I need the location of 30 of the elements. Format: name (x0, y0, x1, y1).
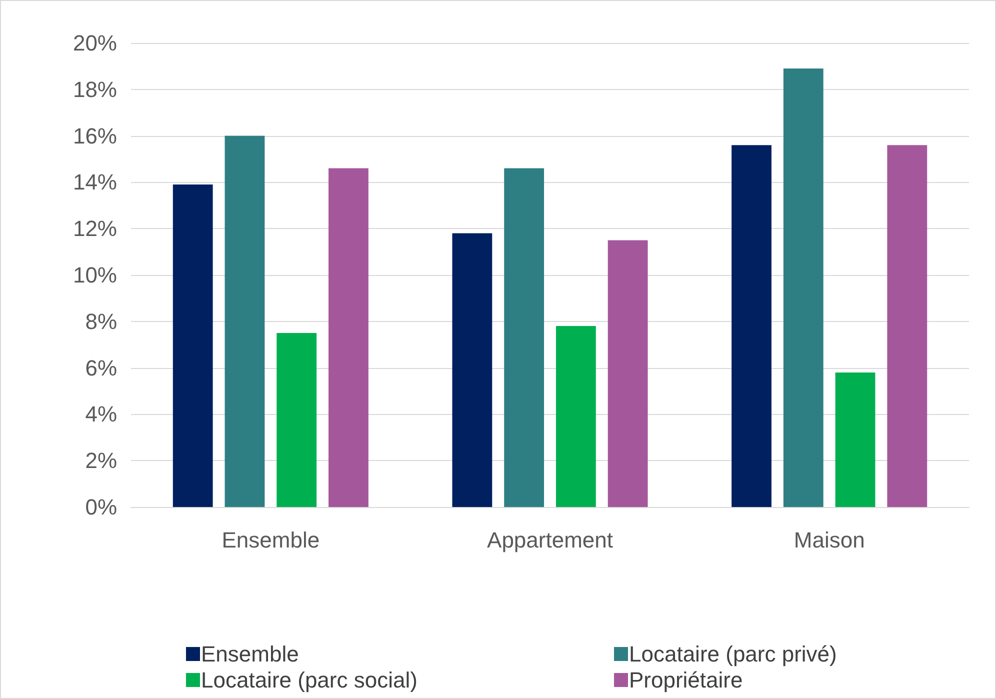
bar (732, 145, 772, 507)
bar (556, 326, 596, 507)
legend-label: Propriétaire (629, 668, 743, 692)
bar (328, 168, 368, 507)
y-tick-label: 6% (85, 355, 117, 380)
bar (172, 184, 213, 507)
y-tick-label: 4% (85, 402, 117, 427)
y-tick-label: 8% (85, 308, 117, 334)
bar (224, 136, 265, 507)
y-tick-label: 14% (72, 170, 117, 195)
y-tick-label: 2% (85, 448, 117, 474)
legend-label: Locataire (parc privé) (629, 642, 837, 666)
y-tick-label: 16% (72, 123, 117, 148)
y-tick-label: 10% (72, 262, 117, 288)
bar (452, 233, 492, 507)
x-tick-label: Appartement (487, 528, 613, 552)
bar (887, 145, 928, 507)
y-tick-label: 20% (72, 30, 117, 56)
legend-label: Locataire (parc social) (201, 668, 418, 692)
y-tick-label: 0% (85, 494, 117, 520)
bar (835, 372, 876, 507)
y-tick-label: 12% (72, 216, 117, 242)
x-tick-label: Ensemble (222, 528, 320, 552)
legend-label: Ensemble (201, 642, 299, 666)
bar (608, 240, 648, 507)
bar (783, 68, 824, 507)
y-tick-label: 18% (72, 76, 117, 102)
bar (504, 168, 544, 507)
x-tick-label: Maison (794, 528, 865, 552)
bar (276, 333, 317, 507)
